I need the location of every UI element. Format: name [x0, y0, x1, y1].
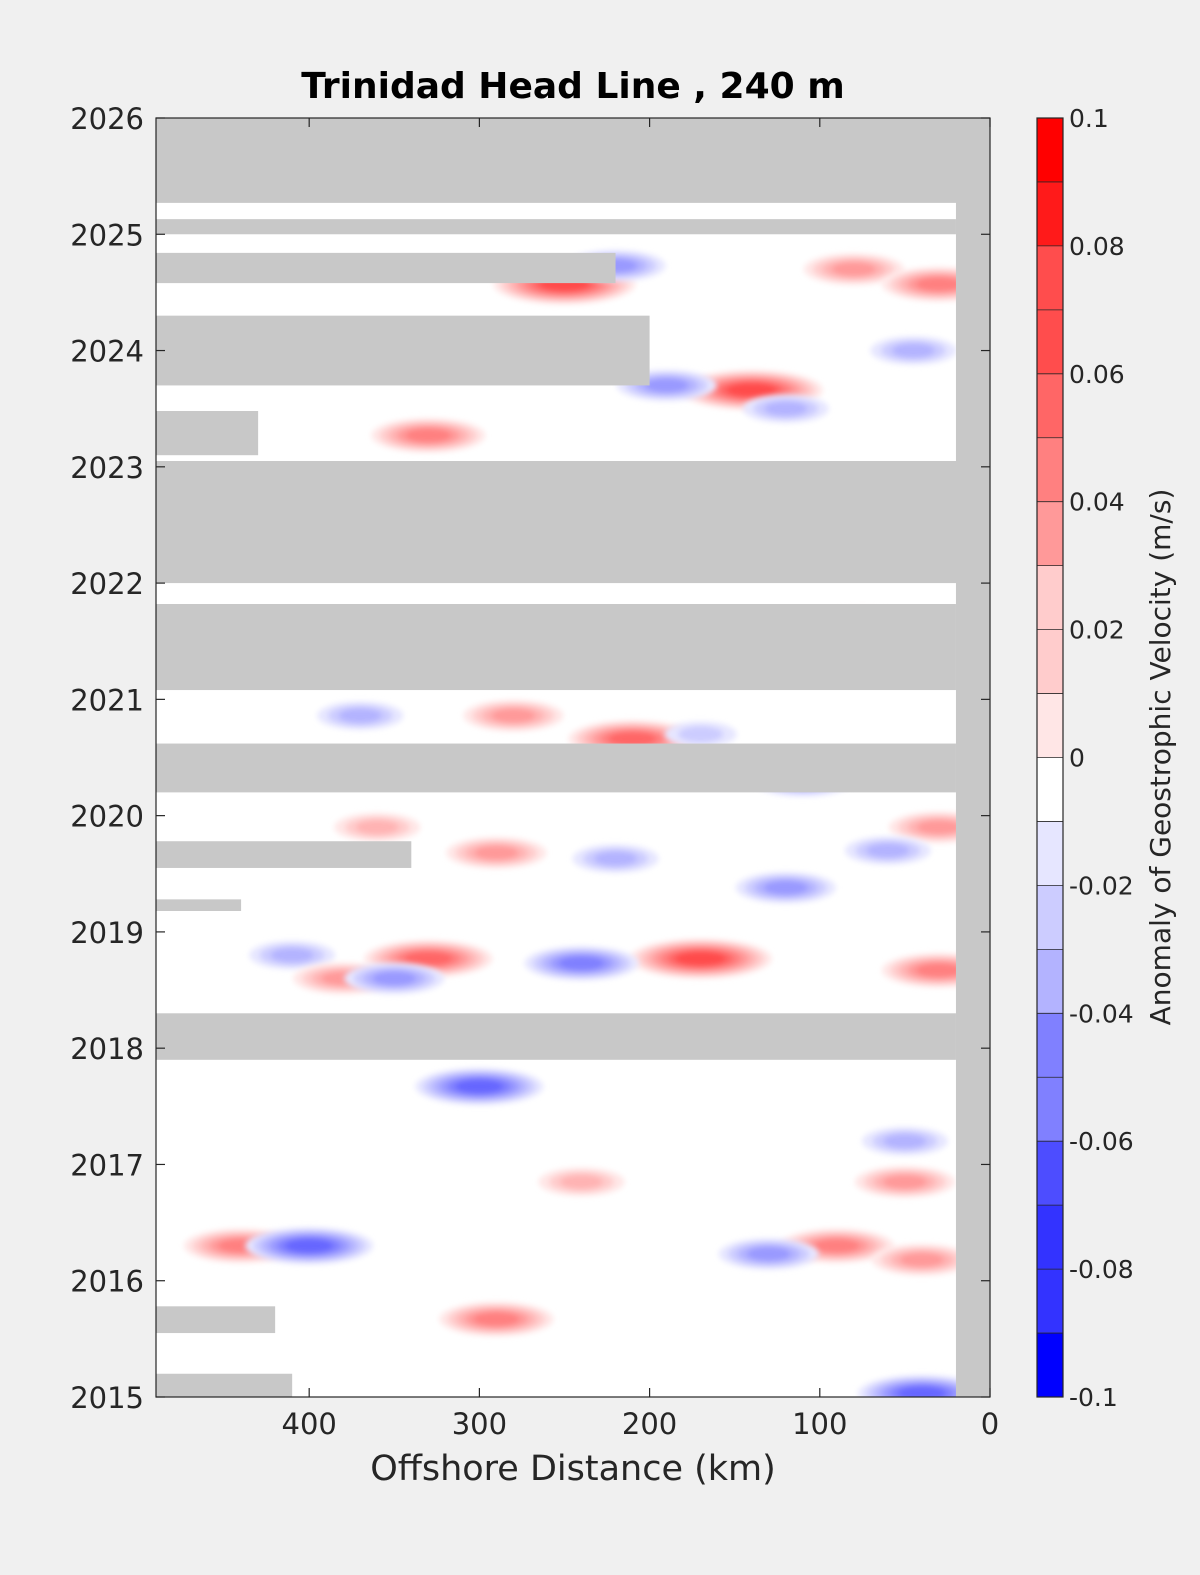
colorbar-segment [1037, 1333, 1063, 1398]
colorbar-segment [1037, 885, 1063, 950]
x-tick-label: 300 [452, 1407, 507, 1441]
y-tick-label: 2024 [70, 335, 144, 369]
colorbar-segment [1037, 1269, 1063, 1334]
anomaly-blob [742, 394, 829, 423]
colorbar-segment [1037, 1141, 1063, 1206]
y-tick-label: 2019 [70, 916, 144, 950]
colorbar-segment [1037, 373, 1063, 439]
colorbar-segment [1037, 181, 1063, 247]
anomaly-blob [572, 844, 659, 873]
no-data-band [156, 1013, 956, 1060]
no-data-band [156, 219, 956, 235]
y-axis: 2015 2016 2017 2018 2019 2020 2021 2022 2023 2024… [70, 102, 990, 1415]
colorbar-segment [1037, 565, 1063, 631]
colorbar-segment [1037, 821, 1063, 886]
anomaly-blob [415, 1068, 544, 1105]
colorbar-tick-label: -0.08 [1069, 1255, 1134, 1284]
x-axis-label: Offshore Distance (km) [370, 1449, 776, 1489]
x-tick-label: 400 [282, 1407, 337, 1441]
anomaly-blob [344, 962, 445, 995]
colorbar-segment [1037, 1013, 1063, 1078]
no-data-band [156, 411, 259, 456]
colorbar-segment [1037, 309, 1063, 375]
anomaly-blob [334, 813, 421, 842]
y-tick-label: 2025 [70, 218, 144, 252]
colorbar-tick-label: -0.04 [1069, 999, 1134, 1028]
colorbar-tick-label: 0.08 [1069, 232, 1125, 261]
no-data-band [156, 899, 242, 911]
plot-area [155, 117, 991, 1398]
no-data-band [156, 118, 990, 203]
anomaly-blob [249, 940, 336, 970]
x-tick-label: 200 [622, 1407, 677, 1441]
colorbar-label: Anomaly of Geostrophic Velocity (m/s) [1144, 489, 1177, 1026]
anomaly-blob [857, 1375, 986, 1397]
anomaly-blob [664, 721, 737, 748]
colorbar-tick-label: -0.06 [1069, 1127, 1134, 1156]
y-tick-label: 2017 [70, 1148, 144, 1182]
anomaly-blob [844, 836, 931, 865]
anomaly-blob [870, 336, 957, 365]
anomaly-blob [735, 872, 836, 904]
colorbar-tick-label: -0.02 [1069, 871, 1134, 900]
colorbar-tick-label: 0.06 [1069, 360, 1125, 389]
colorbar-segment [1037, 437, 1063, 503]
colorbar-frame [1036, 117, 1064, 1398]
no-data-band [156, 1306, 276, 1334]
anomaly-blob [317, 701, 404, 730]
anomaly-blob [854, 1166, 955, 1198]
no-data-band [156, 315, 650, 386]
x-tick-label: 0 [981, 1407, 999, 1441]
colorbar-tick-label: 0 [1069, 744, 1085, 773]
anomaly-blob [718, 1238, 819, 1270]
x-axis: 400 300 200 100 0 [282, 118, 999, 1441]
no-data-band [156, 604, 956, 691]
anomaly-blob [245, 1227, 374, 1265]
colorbar-segment [1037, 693, 1063, 758]
colorbar-tick-label: 0.02 [1069, 616, 1125, 645]
anomaly-blob [463, 700, 564, 732]
y-tick-label: 2018 [70, 1032, 144, 1066]
anomaly-blob [538, 1167, 625, 1197]
anomaly-blob [629, 938, 772, 979]
y-tick-label: 2020 [70, 800, 144, 834]
plot-frame [155, 117, 991, 1398]
x-tick-label: 100 [792, 1407, 847, 1441]
colorbar-segment [1037, 757, 1063, 822]
no-data-band [955, 118, 990, 1397]
chart-title: Trinidad Head Line , 240 m [301, 66, 844, 107]
anomaly-blob [861, 1127, 948, 1156]
y-tick-label: 2015 [70, 1381, 144, 1415]
anomaly-blob [524, 946, 639, 981]
y-tick-label: 2021 [70, 683, 144, 717]
colorbar-tick-label: 0.04 [1069, 488, 1125, 517]
anomaly-blob [371, 418, 486, 453]
colorbar-segment [1037, 949, 1063, 1014]
colorbar: 0.1 0.08 0.06 0.04 0.02 0 -0.02 -0.04 -0.06 -0.08… [1036, 104, 1134, 1412]
anomaly-layer [184, 250, 990, 1397]
colorbar-segment [1037, 501, 1063, 567]
y-tick-label: 2023 [70, 451, 144, 485]
y-tick-label: 2026 [70, 102, 144, 136]
colorbar-segment [1037, 1205, 1063, 1270]
colorbar-segment [1037, 629, 1063, 695]
colorbar-tick-label: -0.1 [1069, 1383, 1118, 1412]
no-data-band [156, 461, 990, 584]
no-data-band [156, 252, 616, 284]
no-data-band [156, 841, 412, 868]
anomaly-blob [871, 1244, 972, 1276]
anomaly-blob [803, 253, 904, 285]
colorbar-segment [1037, 1077, 1063, 1142]
no-data-layer [156, 118, 990, 1397]
colorbar-segment [1037, 245, 1063, 311]
anomaly-blob [439, 1302, 554, 1337]
y-tick-label: 2022 [70, 567, 144, 601]
no-data-band [156, 1373, 293, 1397]
anomaly-blob [446, 837, 547, 869]
colorbar-tick-label: 0.1 [1069, 104, 1109, 133]
colorbar-segment [1037, 118, 1063, 183]
y-tick-label: 2016 [70, 1265, 144, 1299]
no-data-band [156, 743, 956, 793]
